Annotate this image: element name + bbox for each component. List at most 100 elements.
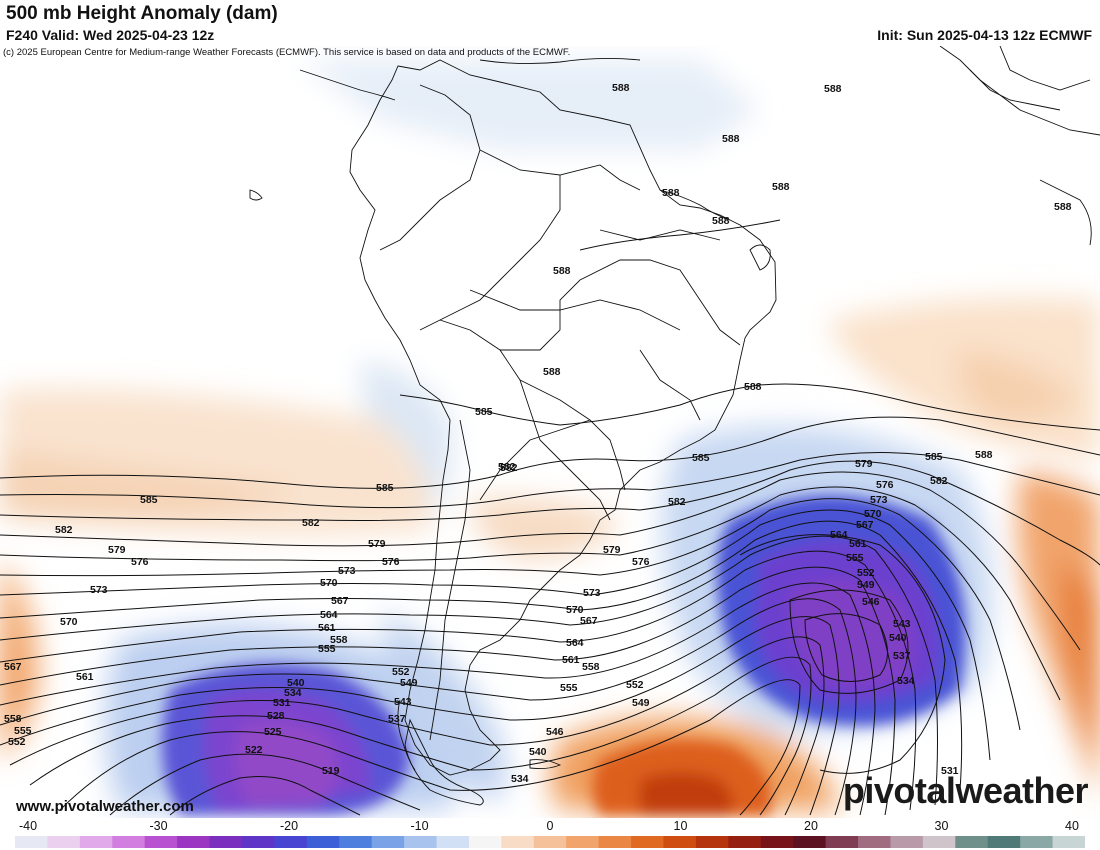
contour-label: 570: [60, 616, 78, 628]
contour-label: 540: [889, 632, 907, 644]
contour-label: 579: [368, 538, 386, 550]
colorbar-swatch: [371, 836, 405, 848]
contour-label: 576: [876, 479, 894, 491]
contour-label: 585: [475, 406, 493, 418]
brand-logo: pivotalweather: [842, 770, 1089, 811]
contour-label: 567: [331, 595, 349, 607]
contour-label: 555: [318, 643, 336, 655]
contour-label: 588: [553, 265, 571, 277]
colorbar-swatch: [533, 836, 567, 848]
contour-label: 564: [830, 529, 848, 541]
colorbar-swatch: [890, 836, 924, 848]
contour-label: 588: [612, 82, 630, 94]
contour-label: 582: [302, 517, 320, 529]
contour-label: 555: [14, 725, 32, 737]
contour-label: 531: [273, 697, 291, 709]
contour-label: 552: [626, 679, 644, 691]
contour-label: 585: [925, 451, 943, 463]
colorbar-swatch: [566, 836, 600, 848]
colorbar-tick-label: -10: [410, 819, 429, 833]
colorbar-tick-label: -30: [149, 819, 168, 833]
colorbar: [15, 836, 1085, 848]
contour-label: 588: [722, 133, 740, 145]
contour-label: 579: [855, 458, 873, 470]
contour-label: 582: [668, 496, 686, 508]
contour-label: 534: [511, 773, 529, 785]
contour-label: 561: [849, 538, 867, 550]
contour-label: 567: [4, 661, 22, 673]
contour-label: 585: [376, 482, 394, 494]
anomaly-shading: [0, 60, 1100, 815]
contour-label: 528: [267, 710, 285, 722]
contour-label: 573: [338, 565, 356, 577]
colorbar-swatch: [144, 836, 178, 848]
colorbar-swatch: [404, 836, 438, 848]
contour-label: 573: [583, 587, 601, 599]
contour-label: 519: [322, 765, 340, 777]
colorbar-swatch: [339, 836, 373, 848]
contour-label: 588: [712, 215, 730, 227]
contour-label: 570: [320, 577, 338, 589]
colorbar-swatch: [663, 836, 697, 848]
colorbar-tick-label: 0: [546, 819, 554, 833]
contour-label: 543: [394, 696, 412, 708]
contour-label: 588: [662, 187, 680, 199]
colorbar-swatch: [955, 836, 989, 848]
contour-label: 549: [400, 677, 418, 689]
contour-label: 534: [284, 687, 302, 699]
colorbar-swatch: [987, 836, 1021, 848]
contour-label: 588: [1054, 201, 1072, 213]
contour-label: 585: [140, 494, 158, 506]
colorbar-swatch: [209, 836, 243, 848]
contour-label: 567: [856, 519, 874, 531]
valid-time: F240 Valid: Wed 2025-04-23 12z: [6, 27, 215, 43]
contour-label: 546: [546, 726, 564, 738]
contour-label: 561: [76, 671, 94, 683]
map-canvas: 588 588 588 588 588 588 588 588 588 588 …: [0, 46, 1100, 816]
contour-label: 558: [4, 713, 22, 725]
contour-label: 588: [975, 449, 993, 461]
colorbar-swatch: [15, 836, 48, 848]
contour-label: 582: [55, 524, 73, 536]
colorbar-tick-label: 30: [934, 819, 949, 833]
contour-labels: 588 588 588 588 588 588 588 588 588 588 …: [4, 82, 1072, 785]
colorbar-swatch: [1020, 836, 1054, 848]
colorbar-swatch: [858, 836, 891, 848]
contour-label: 531: [941, 765, 959, 777]
contour-label: 534: [897, 675, 915, 687]
contour-label: 567: [580, 615, 598, 627]
contour-label: 552: [8, 736, 26, 748]
colorbar-ticks: -40 -30 -20 -10 0 10 20 30 40: [0, 818, 1100, 836]
colorbar-swatch: [598, 836, 632, 848]
contour-label: 558: [582, 661, 600, 673]
contour-label: 537: [388, 713, 406, 725]
contour-label: 540: [529, 746, 547, 758]
contour-label: 570: [566, 604, 584, 616]
height-contours: [0, 219, 1100, 816]
contour-label: 576: [131, 556, 149, 568]
colorbar-swatch: [1052, 836, 1085, 848]
contour-label: 525: [264, 726, 282, 738]
contour-label: 576: [382, 556, 400, 568]
colorbar-tick-label: -40: [18, 819, 38, 833]
contour-label: 582: [500, 462, 518, 474]
contour-label: 579: [603, 544, 621, 556]
contour-label: 561: [318, 622, 336, 634]
colorbar-tick-label: -20: [279, 819, 299, 833]
contour-label: 573: [90, 584, 108, 596]
colorbar-swatch: [436, 836, 470, 848]
contour-label: 564: [566, 637, 584, 649]
colorbar-swatch: [728, 836, 762, 848]
copyright-notice: (c) 2025 European Centre for Medium-rang…: [3, 47, 571, 58]
colorbar-swatch: [47, 836, 81, 848]
colorbar-tick-label: 40: [1065, 819, 1079, 833]
contour-label: 570: [864, 508, 882, 520]
colorbar-swatch: [79, 836, 113, 848]
contour-label: 561: [562, 654, 580, 666]
contour-label: 573: [870, 494, 888, 506]
contour-label: 537: [893, 650, 911, 662]
map-title: 500 mb Height Anomaly (dam): [6, 3, 278, 24]
colorbar-swatch: [631, 836, 664, 848]
colorbar-swatch: [922, 836, 956, 848]
contour-label: 588: [543, 366, 561, 378]
